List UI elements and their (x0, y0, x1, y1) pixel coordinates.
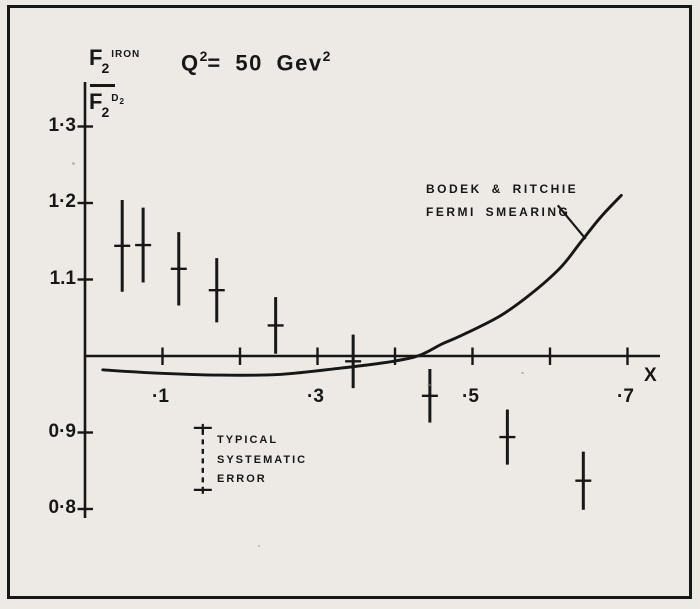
x-tick-label: ·7 (617, 386, 634, 407)
x-tick-label: ·3 (307, 386, 324, 407)
y-tick-label: 1·3 (48, 114, 76, 136)
plot-frame (7, 5, 692, 599)
d2-superscript-sub: 2 (119, 97, 125, 106)
f-symbol: F (89, 89, 103, 114)
f-subscript: 2 (101, 104, 110, 120)
title-q-exponent: 2 (199, 48, 208, 64)
f-subscript: 2 (101, 60, 110, 76)
scan-speck (72, 162, 75, 165)
y-tick-label: 0·8 (48, 497, 76, 518)
y-axis-label-numerator: F2IRON (89, 47, 139, 81)
f-symbol: F (89, 45, 103, 70)
title-value: = 50 Gev (207, 50, 323, 76)
plot-title: Q2= 50 Gev2 (181, 48, 331, 76)
systematic-note-line2: SYSTEMATIC (217, 453, 308, 466)
fermi-smearing-curve (101, 193, 623, 377)
y-tick-label: 0·9 (48, 420, 76, 442)
fraction-bar (90, 84, 115, 87)
title-q: Q (181, 50, 200, 76)
scan-speck (427, 384, 431, 386)
y-tick-label: 1·2 (48, 191, 76, 212)
title-unit-exponent: 2 (322, 48, 331, 64)
curve-label-line2: FERMI SMEARING (426, 205, 571, 219)
y-tick-label: 1.1 (49, 267, 76, 289)
x-axis-title: X (644, 365, 657, 386)
d2-superscript: D2 (111, 93, 125, 106)
curve-label-pointer-line (556, 204, 587, 240)
iron-superscript: IRON (111, 49, 141, 60)
y-axis-label: F2IRON F2D2 (89, 47, 139, 125)
scan-speck (521, 372, 524, 374)
systematic-note-line3: ERROR (217, 473, 267, 485)
curve-label-line1: BODEK & RITCHIE (426, 182, 579, 196)
x-tick-label: ·1 (152, 386, 169, 407)
curve-label: BODEK & RITCHIE FERMI SMEARING (426, 178, 578, 224)
systematic-note-line1: TYPICAL (217, 434, 279, 446)
x-tick-label: ·5 (462, 386, 479, 407)
systematic-error-note: TYPICAL SYSTEMATIC ERROR (217, 431, 307, 490)
scan-speck (258, 545, 260, 547)
y-axis-label-denominator: F2D2 (89, 91, 139, 125)
